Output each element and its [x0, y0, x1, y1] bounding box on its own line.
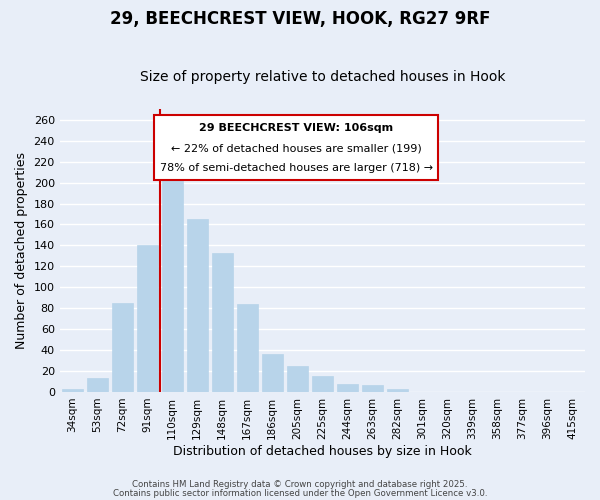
Text: 29, BEECHCREST VIEW, HOOK, RG27 9RF: 29, BEECHCREST VIEW, HOOK, RG27 9RF [110, 10, 490, 28]
Bar [387, 389, 408, 392]
Text: ← 22% of detached houses are smaller (199): ← 22% of detached houses are smaller (19… [170, 143, 421, 153]
Bar [262, 354, 283, 392]
FancyBboxPatch shape [154, 115, 438, 180]
Bar [312, 376, 333, 392]
Bar [86, 378, 108, 392]
Bar [112, 303, 133, 392]
Bar [362, 384, 383, 392]
Bar [187, 219, 208, 392]
Text: 78% of semi-detached houses are larger (718) →: 78% of semi-detached houses are larger (… [160, 163, 433, 173]
Text: Contains HM Land Registry data © Crown copyright and database right 2025.: Contains HM Land Registry data © Crown c… [132, 480, 468, 489]
Bar [212, 252, 233, 392]
Y-axis label: Number of detached properties: Number of detached properties [15, 152, 28, 349]
Bar [236, 304, 258, 392]
Bar [161, 173, 183, 392]
Bar [337, 384, 358, 392]
Bar [62, 389, 83, 392]
Text: Contains public sector information licensed under the Open Government Licence v3: Contains public sector information licen… [113, 488, 487, 498]
Bar [287, 366, 308, 392]
Title: Size of property relative to detached houses in Hook: Size of property relative to detached ho… [140, 70, 505, 85]
X-axis label: Distribution of detached houses by size in Hook: Distribution of detached houses by size … [173, 444, 472, 458]
Bar [137, 246, 158, 392]
Text: 29 BEECHCREST VIEW: 106sqm: 29 BEECHCREST VIEW: 106sqm [199, 124, 393, 134]
